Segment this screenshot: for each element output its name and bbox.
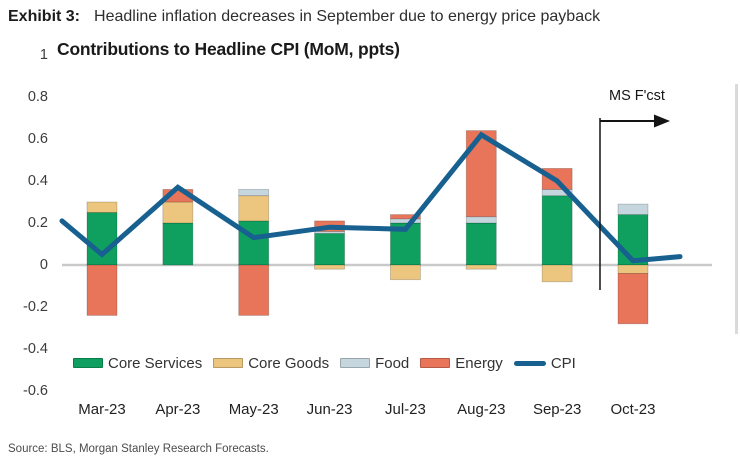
bar-segment-core_services-Sep-23 bbox=[541, 195, 573, 266]
bar-segment-core_goods-Jul-23 bbox=[390, 264, 421, 281]
legend-swatch-cpi_line bbox=[513, 360, 546, 366]
x-axis-label-Mar-23: Mar-23 bbox=[78, 401, 126, 418]
window-edge-artifact bbox=[735, 84, 738, 334]
legend-swatch-food bbox=[340, 358, 371, 368]
source-note: Source: BLS, Morgan Stanley Research For… bbox=[8, 443, 269, 455]
chart-title: Contributions to Headline CPI (MoM, ppts… bbox=[57, 39, 400, 59]
bar-segment-energy-May-23 bbox=[238, 264, 270, 316]
y-tick-label: -0.2 bbox=[23, 299, 48, 315]
x-axis-label-Sep-23: Sep-23 bbox=[532, 401, 582, 418]
bar-segment-core_goods-Apr-23 bbox=[162, 201, 194, 224]
legend-item-food: Food bbox=[340, 355, 409, 372]
x-axis-label-Oct-23: Oct-23 bbox=[610, 401, 656, 418]
x-axis-label-Jun-23: Jun-23 bbox=[306, 401, 353, 418]
bar-segment-core_goods-May-23 bbox=[238, 195, 270, 222]
x-axis-label-May-23: May-23 bbox=[228, 401, 279, 418]
legend-item-core_goods: Core Goods bbox=[213, 355, 329, 372]
bar-segment-core_services-Jun-23 bbox=[314, 233, 345, 266]
bar-segment-core_goods-Sep-23 bbox=[541, 264, 573, 283]
bar-segment-food-May-23 bbox=[238, 188, 270, 197]
x-axis-label-Jul-23: Jul-23 bbox=[384, 401, 426, 418]
legend-label-cpi_line: CPI bbox=[550, 354, 576, 372]
legend-label-core_goods: Core Goods bbox=[248, 354, 330, 372]
legend-swatch-core_services bbox=[73, 358, 103, 368]
bar-segment-core_goods-Jun-23 bbox=[314, 264, 345, 270]
x-axis-label-Apr-23: Apr-23 bbox=[155, 401, 201, 418]
legend-item-cpi_line: CPI bbox=[513, 354, 576, 372]
bar-segment-food-Aug-23 bbox=[465, 216, 497, 224]
bar-segment-core_goods-Oct-23 bbox=[617, 264, 649, 274]
bar-segment-core_goods-Aug-23 bbox=[465, 264, 497, 270]
legend-swatch-core_goods bbox=[213, 358, 244, 368]
y-tick-label: -0.4 bbox=[23, 341, 48, 357]
cpi-line bbox=[59, 131, 683, 264]
bar-segment-energy-Mar-23 bbox=[86, 264, 118, 316]
legend-item-energy: Energy bbox=[420, 355, 503, 372]
exhibit-header: Exhibit 3: Headline inflation decreases i… bbox=[8, 8, 600, 26]
forecast-arrow-head bbox=[654, 114, 670, 128]
bar-segment-core_goods-Mar-23 bbox=[86, 201, 118, 213]
legend-swatch-energy bbox=[420, 358, 451, 368]
bar-segment-energy-Jul-23 bbox=[390, 214, 421, 220]
y-tick-label: 0.8 bbox=[27, 89, 48, 105]
x-axis-label-Aug-23: Aug-23 bbox=[457, 401, 506, 418]
exhibit-label: Exhibit 3: bbox=[8, 8, 81, 25]
legend: Core Services Core Goods Food Energy CPI bbox=[73, 353, 576, 373]
y-tick-label: 0 bbox=[39, 257, 48, 273]
y-tick-label: 1 bbox=[39, 47, 48, 63]
legend-label-energy: Energy bbox=[455, 354, 503, 372]
bar-segment-core_services-May-23 bbox=[238, 220, 270, 266]
bar-segment-food-Oct-23 bbox=[617, 203, 649, 216]
y-tick-label: 0.2 bbox=[27, 215, 48, 231]
legend-label-food: Food bbox=[375, 354, 410, 372]
exhibit-headline: Headline inflation decreases in Septembe… bbox=[94, 8, 601, 25]
bar-segment-core_services-Apr-23 bbox=[162, 222, 194, 266]
legend-label-core_services: Core Services bbox=[108, 354, 203, 372]
y-tick-label: 0.6 bbox=[27, 131, 48, 147]
bar-segment-energy-Oct-23 bbox=[617, 272, 649, 325]
forecast-annotation-label: MS F'cst bbox=[609, 88, 665, 104]
y-tick-label: -0.6 bbox=[23, 383, 48, 399]
y-tick-label: 0.4 bbox=[27, 173, 48, 189]
bar-segment-core_services-Aug-23 bbox=[465, 222, 497, 266]
legend-item-core_services: Core Services bbox=[73, 355, 202, 372]
bar-segment-core_services-Oct-23 bbox=[617, 214, 649, 266]
